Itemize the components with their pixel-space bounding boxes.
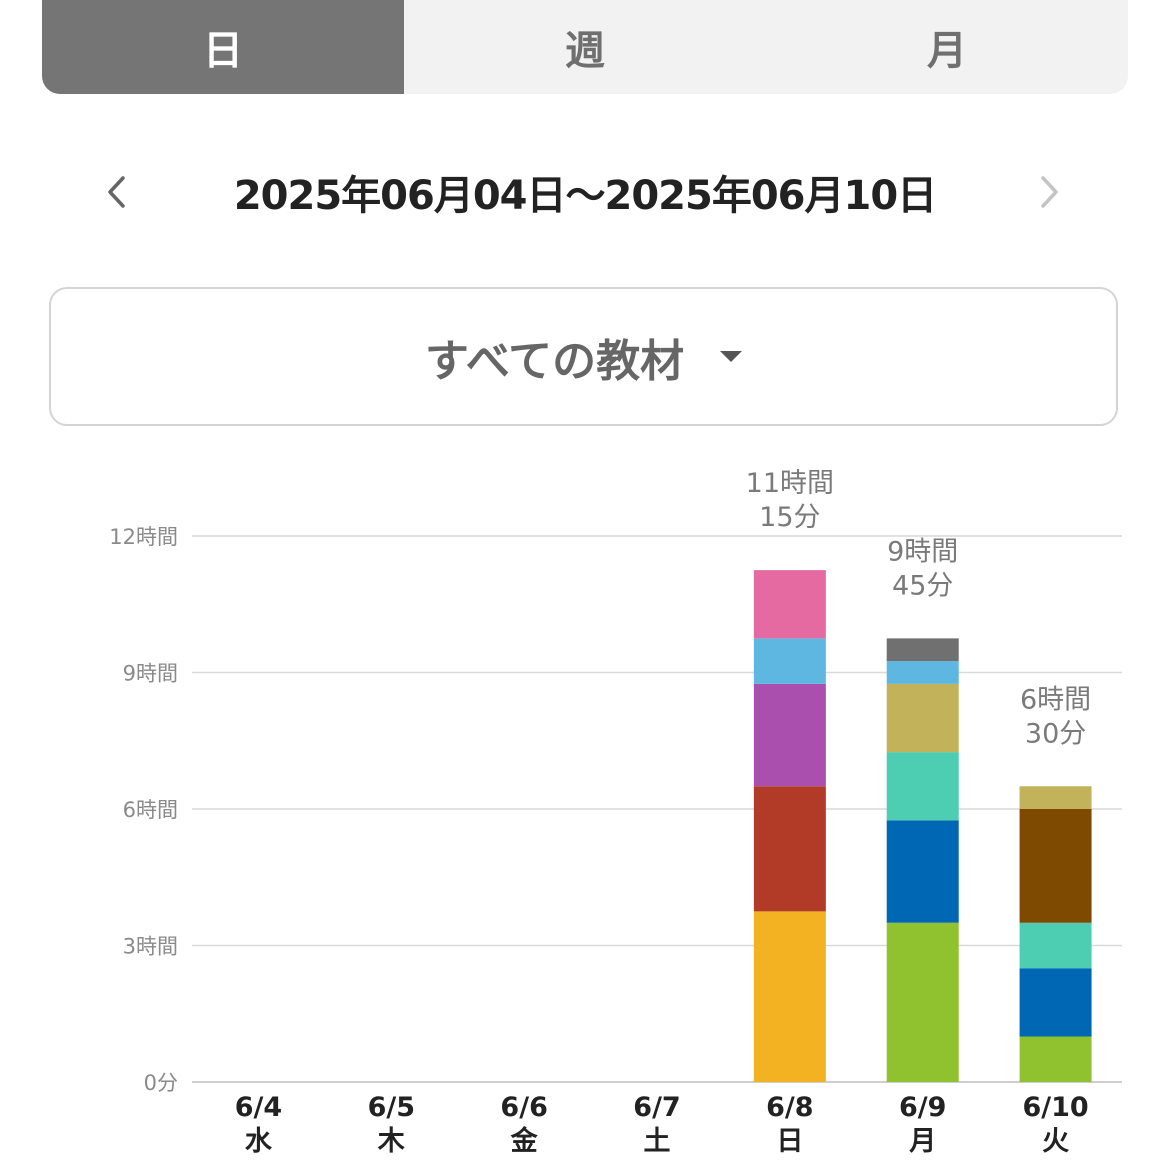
chevron-right-icon[interactable] — [1020, 160, 1080, 224]
x-weekday-label: 金 — [510, 1125, 539, 1157]
x-weekday-label: 日 — [776, 1126, 803, 1157]
bar-segment — [886, 752, 959, 821]
y-tick-label: 9時間 — [123, 662, 178, 686]
material-select[interactable]: すべての教材 — [49, 287, 1118, 426]
date-range-bar: 2025年06月04日〜2025年06月10日 — [0, 160, 1170, 224]
y-tick-label: 3時間 — [123, 935, 178, 959]
bar-segment — [886, 638, 959, 662]
bar-segment — [1019, 968, 1092, 1037]
bar-total-label: 15分 — [759, 502, 820, 533]
x-weekday-label: 火 — [1042, 1126, 1069, 1157]
bar-total-label: 45分 — [892, 570, 953, 601]
x-tick-label: 6/10 — [1022, 1092, 1088, 1123]
y-tick-label: 12時間 — [109, 525, 178, 549]
x-tick-label: 6/4 — [235, 1092, 282, 1123]
x-tick-label: 6/6 — [500, 1092, 547, 1123]
bar-segment — [886, 661, 959, 684]
x-weekday-label: 水 — [245, 1126, 273, 1157]
x-weekday-label: 木 — [377, 1126, 405, 1157]
bar-segment — [886, 820, 959, 923]
bar-segment — [1019, 1036, 1092, 1082]
bar-segment — [1019, 786, 1092, 809]
bar-segment — [753, 683, 826, 787]
x-tick-label: 6/7 — [633, 1092, 680, 1123]
tab-month[interactable]: 月 — [927, 28, 967, 74]
material-select-label: すべての教材 — [424, 335, 685, 387]
bar-segment — [753, 570, 826, 639]
bar-segment — [753, 786, 826, 912]
x-weekday-label: 月 — [908, 1126, 936, 1157]
bar-total-label: 11時間 — [746, 468, 834, 499]
x-weekday-label: 土 — [644, 1126, 671, 1157]
bar-total-label: 9時間 — [887, 536, 958, 567]
tab-week[interactable]: 週 — [565, 28, 605, 74]
x-tick-label: 6/9 — [899, 1092, 946, 1123]
y-tick-label: 6時間 — [123, 798, 178, 822]
chevron-left-icon[interactable] — [86, 160, 146, 224]
x-tick-label: 6/8 — [766, 1092, 813, 1123]
x-tick-label: 6/5 — [368, 1092, 415, 1123]
y-tick-label: 0分 — [144, 1071, 178, 1095]
caret-down-icon — [720, 351, 743, 362]
bar-segment — [753, 911, 826, 1082]
bar-segment — [1019, 809, 1092, 923]
period-tabs: 日 週 月 — [42, 0, 1128, 94]
bar-total-label: 30分 — [1025, 718, 1086, 749]
date-range-label: 2025年06月04日〜2025年06月10日 — [233, 173, 937, 219]
bar-segment — [886, 683, 959, 753]
bar-segment — [886, 922, 959, 1082]
bar-total-label: 6時間 — [1020, 684, 1091, 715]
tab-day[interactable]: 日 — [42, 0, 404, 94]
bar-segment — [753, 638, 826, 684]
bar-segment — [1019, 922, 1092, 969]
